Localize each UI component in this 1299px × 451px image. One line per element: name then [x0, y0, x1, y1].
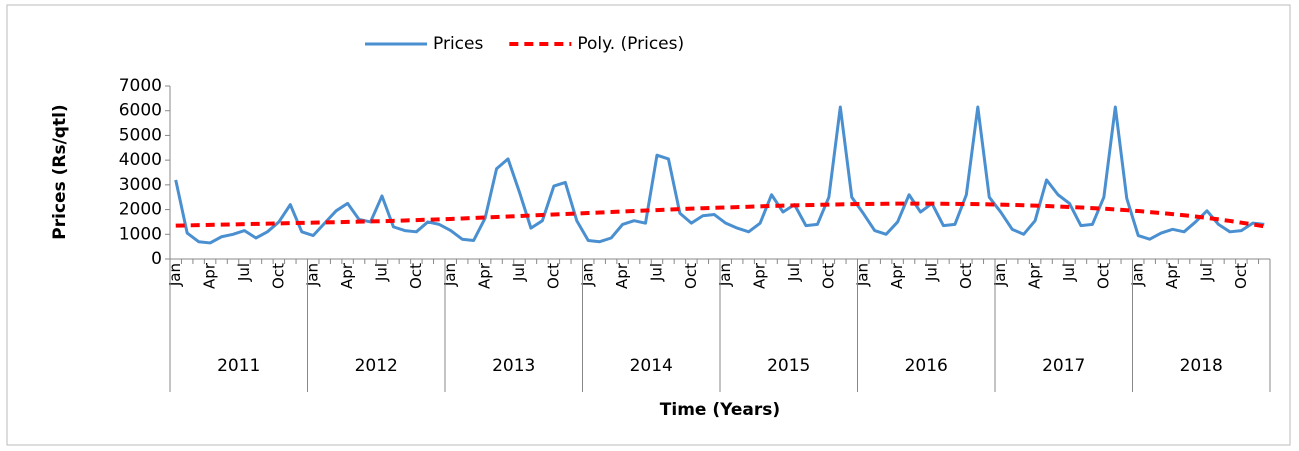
group-label: 2016: [905, 356, 948, 376]
y-tick-label: 5000: [119, 125, 162, 145]
x-tick-label: Oct: [819, 263, 837, 289]
group-label: 2011: [217, 356, 260, 376]
x-tick-label: Oct: [544, 263, 562, 289]
group-label: 2018: [1180, 356, 1223, 376]
legend-label: Poly. (Prices): [577, 34, 684, 54]
x-tick-label: Jul: [922, 263, 940, 282]
x-tick-label: Oct: [407, 263, 425, 289]
group-label: 2013: [492, 356, 535, 376]
x-tick-label: Jan: [991, 263, 1009, 287]
x-tick-label: Apr: [613, 262, 631, 289]
y-tick-label: 0: [151, 249, 162, 269]
x-tick-label: Jan: [441, 263, 459, 287]
x-axis-title: Time (Years): [660, 400, 780, 420]
x-tick-label: Apr: [1163, 262, 1181, 289]
x-tick-label: Jan: [1129, 263, 1147, 287]
x-tick-label: Apr: [476, 262, 494, 289]
x-tick-label: Oct: [957, 263, 975, 289]
x-tick-label: Jul: [1197, 263, 1215, 282]
x-tick-label: Apr: [201, 262, 219, 289]
x-tick-label: Oct: [1094, 263, 1112, 289]
x-tick-label: Apr: [751, 262, 769, 289]
y-axis-title: Prices (Rs/qtl): [50, 104, 70, 239]
group-label: 2012: [355, 356, 398, 376]
x-tick-label: Jan: [579, 263, 597, 287]
series-line: [175, 201, 1265, 229]
y-tick-label: 2000: [119, 200, 162, 220]
x-tick-label: Oct: [269, 263, 287, 289]
y-tick-label: 6000: [119, 101, 162, 121]
x-tick-label: Oct: [682, 263, 700, 289]
y-tick-label: 4000: [119, 150, 162, 170]
x-tick-label: Jul: [1060, 263, 1078, 282]
group-label: 2015: [767, 356, 810, 376]
x-tick-label: Jan: [304, 263, 322, 287]
x-tick-label: Apr: [338, 262, 356, 289]
x-tick-label: Apr: [1026, 262, 1044, 289]
group-label: 2017: [1042, 356, 1085, 376]
x-tick-label: Jan: [166, 263, 184, 287]
series-line: [174, 105, 1265, 245]
x-tick-label: Jan: [854, 263, 872, 287]
y-tick-label: 1000: [119, 224, 162, 244]
x-tick-label: Jul: [647, 263, 665, 282]
legend-label: Prices: [433, 34, 483, 54]
x-tick-label: Jul: [372, 263, 390, 282]
y-tick-label: 7000: [119, 76, 162, 96]
x-tick-label: Jan: [716, 263, 734, 287]
group-label: 2014: [630, 356, 673, 376]
x-tick-label: Apr: [888, 262, 906, 289]
y-tick-label: 3000: [119, 175, 162, 195]
x-tick-label: Jul: [235, 263, 253, 282]
x-tick-label: Oct: [1232, 263, 1250, 289]
x-tick-label: Jul: [510, 263, 528, 282]
x-tick-label: Jul: [785, 263, 803, 282]
